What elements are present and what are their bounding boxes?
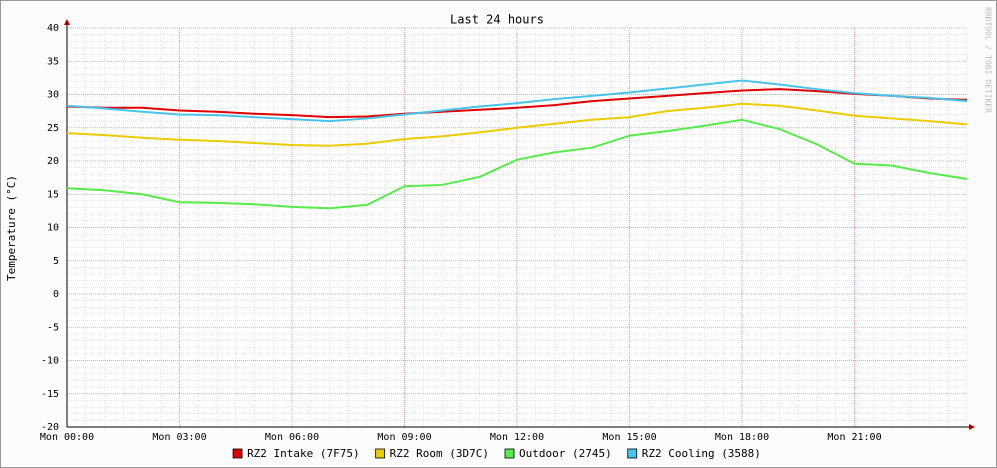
x-tick-label: Mon 12:00 [490, 432, 544, 443]
y-tick-label: -10 [41, 356, 59, 367]
x-tick-label: Mon 03:00 [152, 432, 206, 443]
legend-label: RZ2 Cooling (3588) [642, 447, 761, 460]
series-line [66, 102, 968, 147]
y-tick-label: 35 [47, 56, 59, 67]
legend-swatch [375, 448, 386, 459]
x-tick-label: Mon 09:00 [377, 432, 431, 443]
y-tick-label: 25 [47, 123, 59, 134]
x-tick-label: Mon 00:00 [40, 432, 94, 443]
y-tick-label: 10 [47, 223, 59, 234]
y-axis-label: Temperature (°C) [5, 175, 18, 281]
x-tick-label: Mon 18:00 [715, 432, 769, 443]
legend-label: RZ2 Room (3D7C) [390, 447, 489, 460]
legend-label: RZ2 Intake (7F75) [247, 447, 360, 460]
y-tick-label: 40 [47, 23, 59, 34]
chart-title: Last 24 hours [450, 13, 544, 27]
watermark: RRDTOOL / TOBI OETIKER [984, 7, 993, 113]
y-tick-label: -15 [41, 389, 59, 400]
y-tick-label: 30 [47, 90, 59, 101]
legend-swatch [504, 448, 515, 459]
y-tick-label: -5 [47, 322, 59, 333]
series-line [66, 79, 968, 123]
y-tick-label: 15 [47, 189, 59, 200]
legend-label: Outdoor (2745) [519, 447, 612, 460]
y-tick-label: 20 [47, 156, 59, 167]
legend-swatch [232, 448, 243, 459]
x-tick-label: Mon 15:00 [602, 432, 656, 443]
series-line [66, 88, 968, 119]
y-tick-label: 0 [53, 289, 59, 300]
y-axis-arrow [64, 19, 70, 25]
y-tick-label: -20 [41, 422, 59, 433]
y-tick-label: 5 [53, 256, 59, 267]
x-tick-label: Mon 06:00 [265, 432, 319, 443]
x-axis-arrow [969, 424, 975, 430]
x-tick-label: Mon 21:00 [827, 432, 881, 443]
legend-swatch [627, 448, 638, 459]
series-line [66, 118, 968, 210]
